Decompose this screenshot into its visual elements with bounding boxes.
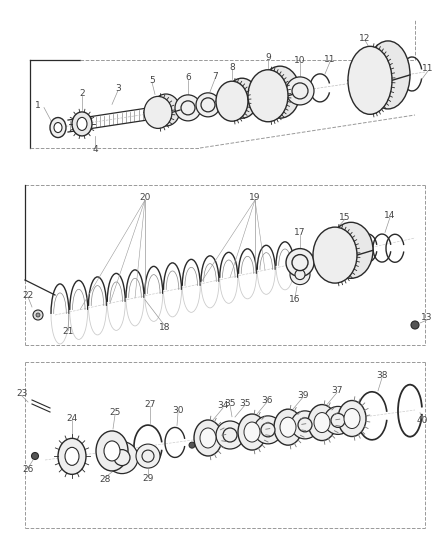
Text: 34: 34: [217, 401, 229, 410]
Text: 35: 35: [224, 399, 236, 408]
Text: 14: 14: [384, 211, 396, 220]
Ellipse shape: [226, 78, 258, 118]
Text: 16: 16: [289, 295, 301, 304]
Text: 13: 13: [421, 313, 433, 322]
Text: 3: 3: [115, 84, 121, 93]
Ellipse shape: [329, 222, 373, 278]
Text: 11: 11: [324, 55, 336, 64]
Ellipse shape: [223, 428, 237, 442]
Ellipse shape: [54, 123, 62, 133]
Ellipse shape: [295, 270, 305, 280]
Text: 26: 26: [22, 465, 34, 474]
Ellipse shape: [344, 408, 360, 429]
Text: 24: 24: [67, 414, 78, 423]
Text: 35: 35: [239, 399, 251, 408]
Ellipse shape: [331, 414, 345, 427]
Text: 29: 29: [142, 474, 154, 482]
Text: 25: 25: [110, 408, 121, 417]
Ellipse shape: [104, 441, 120, 461]
Text: 6: 6: [185, 74, 191, 83]
Ellipse shape: [238, 414, 266, 450]
Text: 37: 37: [331, 386, 343, 395]
Ellipse shape: [194, 420, 222, 456]
Ellipse shape: [274, 409, 302, 445]
Ellipse shape: [142, 450, 154, 462]
Text: 10: 10: [294, 56, 306, 66]
Ellipse shape: [72, 112, 92, 136]
Text: 28: 28: [99, 475, 111, 484]
Ellipse shape: [314, 413, 330, 433]
Text: 15: 15: [339, 213, 351, 222]
Ellipse shape: [181, 101, 195, 115]
Text: 8: 8: [229, 63, 235, 72]
Circle shape: [36, 313, 40, 317]
Ellipse shape: [313, 227, 357, 283]
Text: 2: 2: [79, 90, 85, 99]
Text: 23: 23: [16, 390, 28, 399]
Ellipse shape: [292, 255, 308, 271]
Ellipse shape: [216, 421, 244, 449]
Ellipse shape: [96, 431, 128, 471]
Ellipse shape: [244, 422, 260, 442]
Text: 1: 1: [35, 101, 41, 110]
Text: 27: 27: [144, 400, 155, 409]
Text: 17: 17: [294, 228, 306, 237]
Ellipse shape: [254, 416, 282, 444]
Text: 22: 22: [22, 290, 34, 300]
Circle shape: [33, 310, 43, 320]
Circle shape: [411, 321, 419, 329]
Text: 21: 21: [62, 327, 74, 336]
Text: 20: 20: [139, 193, 151, 203]
Ellipse shape: [175, 95, 201, 121]
Text: 12: 12: [359, 34, 371, 43]
Ellipse shape: [196, 93, 220, 117]
Ellipse shape: [338, 400, 366, 437]
Text: 40: 40: [416, 416, 427, 425]
Ellipse shape: [286, 77, 314, 105]
Ellipse shape: [152, 94, 180, 126]
Ellipse shape: [260, 66, 300, 118]
Text: 30: 30: [172, 406, 184, 415]
Text: 18: 18: [159, 324, 171, 333]
Ellipse shape: [136, 444, 160, 468]
Ellipse shape: [292, 83, 308, 99]
Circle shape: [189, 442, 195, 448]
Circle shape: [32, 453, 39, 459]
Ellipse shape: [50, 118, 66, 138]
Text: 38: 38: [376, 372, 388, 381]
Ellipse shape: [366, 41, 410, 109]
Ellipse shape: [77, 117, 87, 131]
Ellipse shape: [114, 450, 130, 466]
Ellipse shape: [298, 418, 312, 432]
Ellipse shape: [248, 70, 288, 122]
Ellipse shape: [106, 442, 138, 474]
Text: 11: 11: [422, 64, 434, 74]
Text: 7: 7: [212, 72, 218, 82]
Text: 19: 19: [249, 193, 261, 203]
Ellipse shape: [200, 428, 216, 448]
Ellipse shape: [216, 81, 248, 121]
Ellipse shape: [324, 406, 352, 434]
Ellipse shape: [201, 98, 215, 112]
Text: 5: 5: [149, 76, 155, 85]
Ellipse shape: [65, 447, 79, 465]
Text: 4: 4: [92, 146, 98, 155]
Ellipse shape: [58, 438, 86, 474]
Ellipse shape: [291, 411, 319, 439]
Ellipse shape: [286, 248, 314, 277]
Ellipse shape: [144, 96, 172, 128]
Ellipse shape: [280, 417, 296, 437]
Ellipse shape: [261, 423, 275, 437]
Text: 9: 9: [265, 53, 271, 62]
Ellipse shape: [348, 46, 392, 114]
Ellipse shape: [308, 405, 336, 441]
Text: 39: 39: [297, 391, 309, 400]
Text: 36: 36: [261, 395, 273, 405]
Ellipse shape: [290, 264, 310, 285]
